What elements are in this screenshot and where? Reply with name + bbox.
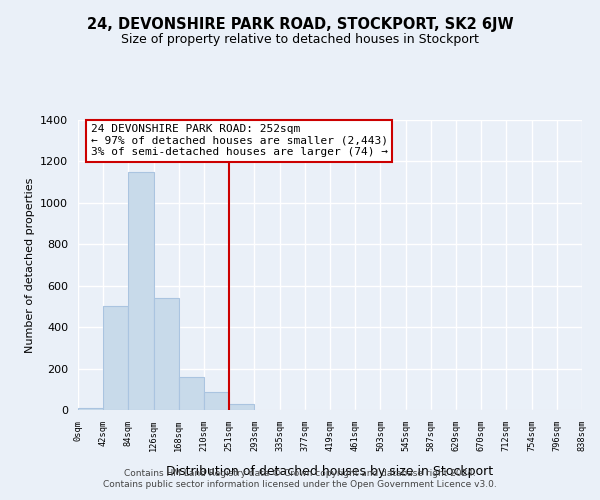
Bar <box>78 408 103 410</box>
Text: 24 DEVONSHIRE PARK ROAD: 252sqm
← 97% of detached houses are smaller (2,443)
3% : 24 DEVONSHIRE PARK ROAD: 252sqm ← 97% of… <box>91 124 388 158</box>
Bar <box>204 392 229 410</box>
Text: Contains HM Land Registry data © Crown copyright and database right 2024.: Contains HM Land Registry data © Crown c… <box>124 468 476 477</box>
Bar <box>103 306 128 410</box>
Bar <box>128 172 154 410</box>
Y-axis label: Number of detached properties: Number of detached properties <box>25 178 35 352</box>
Text: Contains public sector information licensed under the Open Government Licence v3: Contains public sector information licen… <box>103 480 497 489</box>
Bar <box>179 377 204 410</box>
Text: 24, DEVONSHIRE PARK ROAD, STOCKPORT, SK2 6JW: 24, DEVONSHIRE PARK ROAD, STOCKPORT, SK2… <box>86 18 514 32</box>
Bar <box>154 298 179 410</box>
X-axis label: Distribution of detached houses by size in Stockport: Distribution of detached houses by size … <box>166 465 494 478</box>
Text: Size of property relative to detached houses in Stockport: Size of property relative to detached ho… <box>121 32 479 46</box>
Bar <box>229 404 254 410</box>
